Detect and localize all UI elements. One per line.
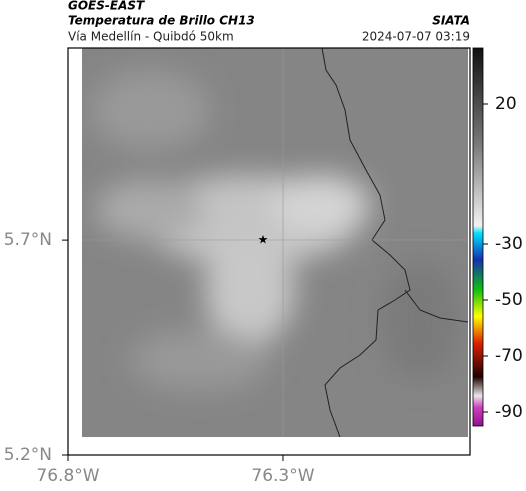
colorbar-label: -90 [495,402,523,422]
source: SIATA [432,14,470,28]
satellite-image [82,48,468,437]
location-marker: ★ [258,233,269,247]
lat-label: 5.2°N [4,445,52,465]
subtitle: Temperatura de Brillo CH13 [68,14,255,28]
colorbar [472,47,484,427]
lon-label: 76.8°W [36,466,99,486]
labels: 5.7°N 5.2°N76.8°W 76.3°W 20 -30 -50 -70 -90 [4,94,523,486]
title: GOES-EAST [68,0,145,13]
lon-label: 76.3°W [251,466,314,486]
colorbar-label: -30 [495,234,523,254]
map-frame [67,47,471,456]
colorbar-label: -70 [495,346,523,366]
colorbar-label: -50 [495,290,523,310]
colorbar-label: 20 [495,94,517,114]
route: Vía Medellín - Quibdó 50km [68,30,234,44]
lat-label: 5.7°N [4,230,52,250]
datetime: 2024-07-07 03:19 [362,30,470,44]
